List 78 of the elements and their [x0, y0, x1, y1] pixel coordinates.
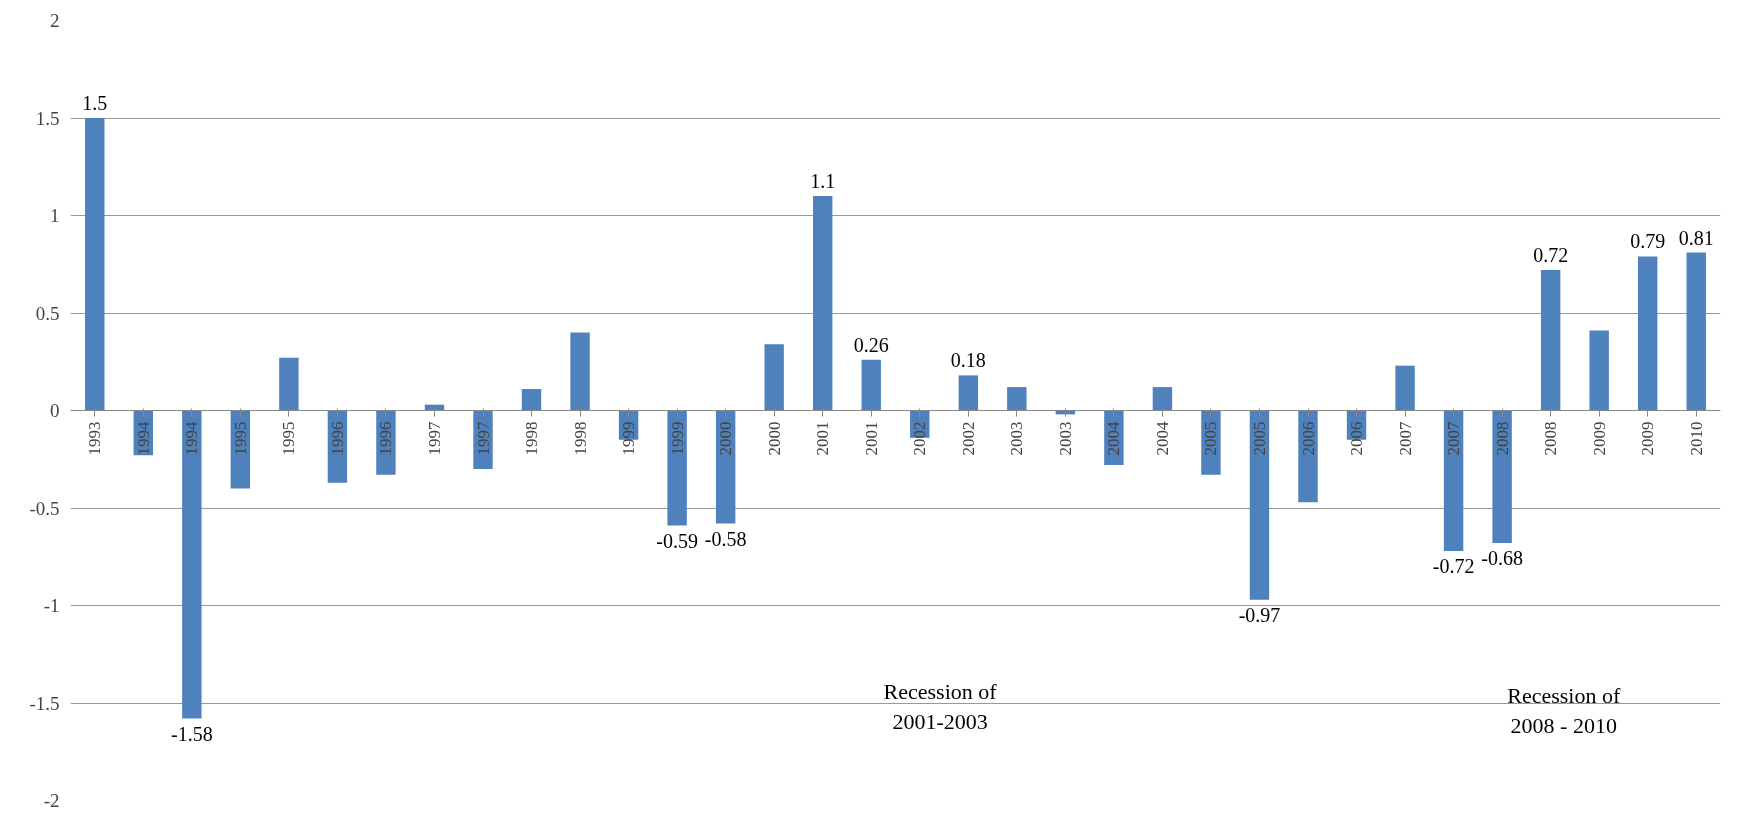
annotation: Recession of 2001-2003: [883, 679, 998, 735]
x-tick-label: 1997: [473, 421, 493, 456]
bar: [1007, 387, 1027, 411]
x-tick-label: 2009: [1638, 421, 1658, 456]
x-tick-label: 2006: [1347, 421, 1367, 456]
x-tick-label: 1994: [133, 421, 153, 456]
x-tick-label: 2005: [1201, 421, 1221, 456]
x-tick-label: 2007: [1444, 421, 1464, 456]
bar: [1686, 252, 1706, 411]
bar: [85, 118, 105, 411]
data-label: 0.26: [853, 333, 889, 356]
x-tick-label: 2000: [764, 421, 784, 456]
x-tick-label: 2001: [813, 421, 833, 456]
y-tick-label: 1.5: [35, 107, 60, 129]
y-tick-label: 1: [50, 205, 60, 226]
data-label: -0.97: [1238, 603, 1281, 626]
x-tick-label: 1995: [279, 421, 299, 456]
bar: [1638, 256, 1658, 411]
bar: [521, 389, 542, 411]
bar: [1249, 410, 1270, 600]
x-tick-label: 1999: [619, 421, 639, 456]
data-label: 1.5: [82, 92, 108, 114]
x-tick-label: 1994: [182, 421, 202, 456]
data-label: 0.72: [1533, 244, 1569, 267]
x-tick-label: 1999: [667, 421, 687, 456]
bar: [813, 196, 833, 411]
x-tick-label: 1996: [376, 421, 396, 456]
x-tick-label: 2004: [1104, 421, 1124, 456]
bar: [182, 410, 202, 719]
x-tick-label: 2009: [1589, 421, 1609, 456]
bar: [279, 357, 299, 411]
data-label: 0.18: [950, 349, 986, 372]
x-tick-label: 1995: [230, 421, 250, 456]
x-tick-label: 2002: [910, 421, 930, 456]
x-tick-label: 2000: [716, 421, 736, 456]
bar: [1395, 365, 1415, 411]
x-tick-label: 2006: [1298, 421, 1318, 456]
bar: [1152, 387, 1173, 411]
bar: [667, 410, 687, 526]
x-tick-label: 2008: [1541, 421, 1561, 456]
bar: [958, 375, 978, 411]
y-tick-label: 2: [50, 10, 60, 31]
x-tick-label: 2007: [1395, 421, 1415, 456]
x-tick-label: 2003: [1007, 421, 1027, 456]
x-tick-label: 1996: [327, 421, 347, 456]
y-tick-label: -0.5: [29, 497, 60, 519]
data-label: 1.1: [810, 170, 836, 192]
bar: [1540, 270, 1561, 411]
x-tick-label: 1998: [522, 421, 542, 456]
y-tick-label: -1: [43, 595, 60, 616]
bar: [861, 359, 881, 411]
x-tick-label: 2003: [1055, 421, 1075, 456]
bar: [1589, 330, 1609, 411]
x-tick-label: 1998: [570, 421, 590, 456]
x-tick-label: 2002: [958, 421, 978, 456]
y-tick-label: -2: [43, 790, 60, 811]
data-label: -0.59: [656, 529, 698, 552]
data-label: -0.68: [1481, 547, 1523, 570]
data-label: 0.81: [1678, 226, 1714, 249]
x-tick-label: 2001: [861, 421, 881, 456]
data-label: -1.58: [170, 722, 213, 745]
data-label: 0.79: [1630, 230, 1666, 253]
bar: [1443, 410, 1464, 551]
data-label: -0.72: [1432, 554, 1475, 577]
bar: [1492, 410, 1512, 544]
annotation: Recession of 2008 - 2010: [1507, 683, 1621, 739]
y-tick-label: -1.5: [29, 692, 60, 714]
bar: [570, 332, 590, 411]
x-tick-label: 2010: [1686, 421, 1706, 456]
x-tick-label: 2008: [1492, 421, 1512, 456]
x-tick-label: 2005: [1249, 421, 1269, 456]
x-tick-label: 2004: [1152, 421, 1172, 456]
x-tick-label: 1993: [85, 421, 105, 456]
x-tick-label: 1997: [424, 421, 444, 456]
y-tick-label: 0.5: [35, 302, 60, 324]
bar: [764, 344, 784, 411]
data-label: -0.58: [704, 527, 747, 550]
y-tick-label: 0: [50, 400, 60, 421]
